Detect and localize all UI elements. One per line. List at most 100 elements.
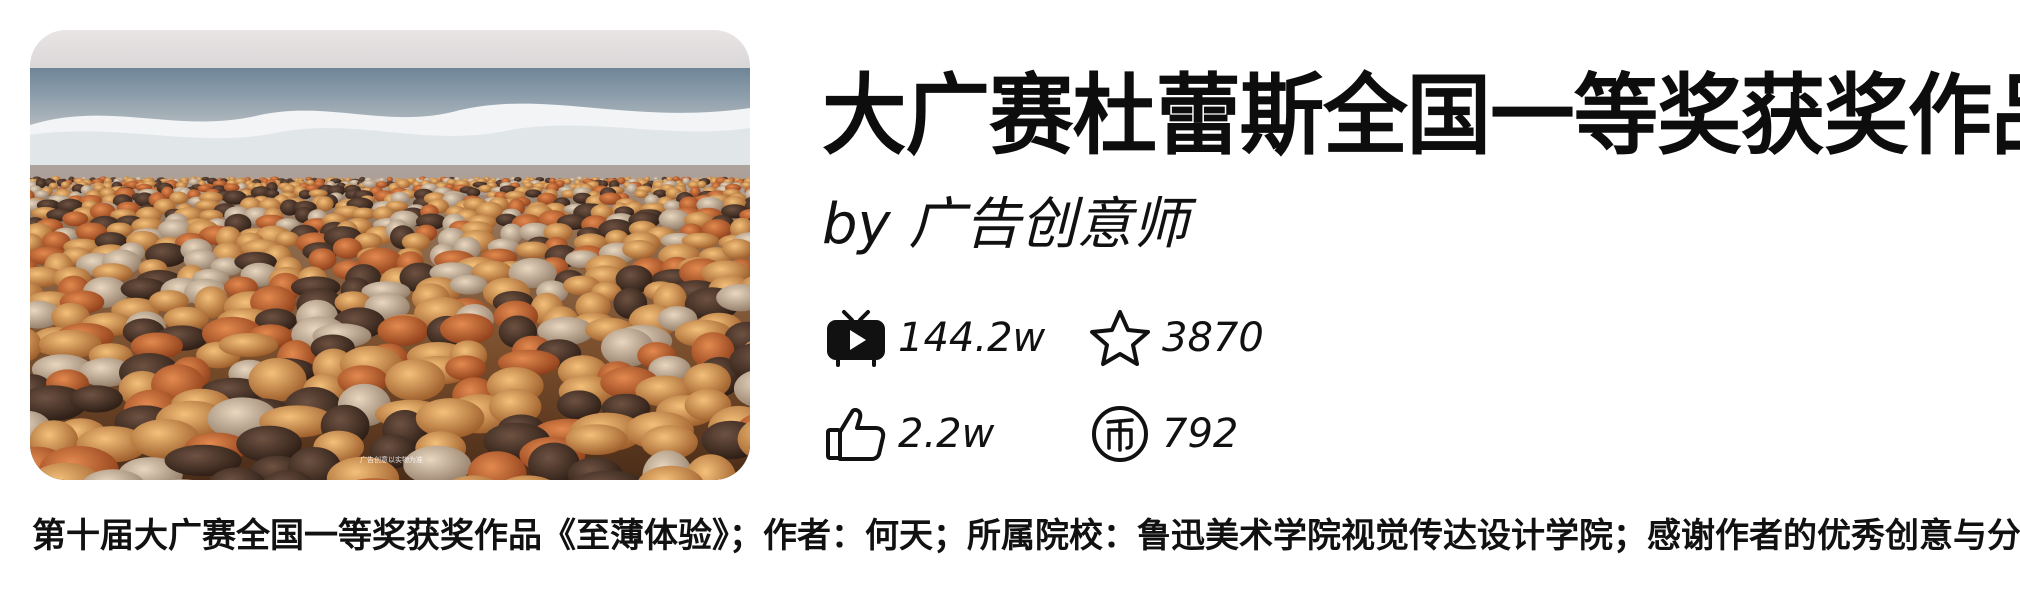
pebble-texture <box>344 177 352 183</box>
pebble-texture <box>515 241 551 259</box>
pebble-texture <box>466 187 481 198</box>
pebble-texture <box>563 178 572 185</box>
pebble-texture <box>740 181 750 189</box>
pebble-texture <box>729 343 750 381</box>
pebble-texture <box>681 232 720 249</box>
pebble-texture <box>716 284 750 312</box>
pebble-texture <box>62 211 89 227</box>
thumbnail-caption: 广告创意以实物为准 <box>360 456 423 464</box>
coins-stat[interactable]: 792 <box>1086 402 1238 466</box>
pebble-texture <box>332 237 363 259</box>
pebble-texture <box>525 189 542 198</box>
pebble-texture <box>518 222 552 242</box>
coins-count: 792 <box>1162 411 1239 457</box>
pebble-texture <box>361 180 378 188</box>
pebble-texture <box>164 444 242 477</box>
pebble-texture <box>556 390 602 420</box>
pebble-texture <box>386 176 393 183</box>
pebble-texture <box>188 178 200 186</box>
pebble-texture <box>375 181 388 189</box>
pebble-texture <box>377 315 429 346</box>
video-thumbnail[interactable]: 广告创意以实物为准 <box>30 30 750 480</box>
author-name[interactable]: by 广告创意师 <box>822 192 1189 257</box>
pebble-texture <box>356 478 390 480</box>
pebble-texture <box>638 465 703 480</box>
pebble-texture <box>733 370 750 407</box>
pebble-texture <box>218 333 279 357</box>
pebble-texture <box>626 183 638 195</box>
pebble-texture <box>169 191 189 205</box>
video-description: 第十届大广赛全国一等奖获奖作品《至薄体验》；作者：何天；所属院校：鲁迅美术学院视… <box>32 516 2020 556</box>
pebble-texture <box>264 469 313 480</box>
likes-count: 2.2w <box>898 411 995 457</box>
pebble-texture <box>298 189 312 200</box>
pebble-texture <box>34 190 49 199</box>
pebble-texture <box>275 231 300 247</box>
pebble-texture <box>634 190 649 199</box>
pebble-texture <box>445 355 487 381</box>
pebble-texture <box>508 258 557 288</box>
pebble-texture <box>722 238 750 260</box>
pebble-texture <box>543 223 573 242</box>
pebble-texture <box>685 454 737 480</box>
pebble-texture <box>599 192 622 205</box>
pebble-texture <box>430 178 440 185</box>
likes-stat[interactable]: 2.2w <box>822 402 994 466</box>
pebble-texture <box>222 190 247 205</box>
views-stat: 144.2w <box>822 306 1045 370</box>
pebble-texture <box>696 180 707 189</box>
views-count: 144.2w <box>898 315 1046 361</box>
beach-pebbles-image <box>30 30 750 480</box>
pebble-texture <box>83 469 144 480</box>
pebble-texture <box>194 286 229 319</box>
pebble-texture <box>605 229 629 247</box>
pebble-texture <box>622 239 657 259</box>
pebble-texture <box>549 177 557 185</box>
thumbs-up-icon[interactable] <box>822 402 890 466</box>
pebble-texture <box>528 442 580 480</box>
pebble-texture <box>265 189 280 198</box>
pebble-texture <box>737 421 750 458</box>
pebble-texture <box>505 475 550 480</box>
pebble-texture <box>89 202 116 221</box>
pebble-texture <box>617 177 626 185</box>
pebble-texture <box>194 199 221 211</box>
pebble-texture <box>565 424 628 455</box>
pebble-texture <box>201 176 210 181</box>
pebble-texture <box>125 181 140 189</box>
coin-icon[interactable] <box>1086 402 1154 466</box>
pebble-texture <box>514 177 522 182</box>
pebble-texture <box>537 192 557 205</box>
pebble-texture <box>209 467 265 480</box>
pebble-texture <box>440 313 495 345</box>
pebble-texture <box>326 456 400 480</box>
video-title[interactable]: 大广赛杜蕾斯全国一等奖获奖作品 <box>822 64 2020 167</box>
pebble-texture <box>30 329 42 362</box>
favorites-count: 3870 <box>1162 315 1264 361</box>
pebble-texture <box>449 274 488 295</box>
pebble-texture <box>39 329 102 359</box>
pebble-texture <box>135 176 143 182</box>
pebble-texture <box>563 275 601 296</box>
favorites-stat[interactable]: 3870 <box>1086 306 1264 370</box>
pebble-texture <box>682 177 690 185</box>
pebble-texture <box>236 425 302 463</box>
pebble-texture <box>467 451 527 480</box>
tv-play-icon <box>822 306 890 370</box>
pebble-texture <box>248 358 307 402</box>
pebble-texture <box>385 359 446 401</box>
pebble-texture <box>683 362 731 399</box>
pebble-texture <box>641 425 698 460</box>
pebble-texture <box>689 186 701 198</box>
pebble-texture <box>48 182 59 190</box>
pebble-texture <box>130 332 183 360</box>
pebble-texture <box>658 209 690 230</box>
pebble-texture <box>60 181 70 189</box>
pebble-texture <box>170 479 194 480</box>
pebble-texture <box>163 306 209 331</box>
star-icon[interactable] <box>1086 306 1154 370</box>
pebble-texture <box>308 189 328 198</box>
pebble-texture <box>316 196 334 212</box>
pebble-texture <box>372 206 395 222</box>
